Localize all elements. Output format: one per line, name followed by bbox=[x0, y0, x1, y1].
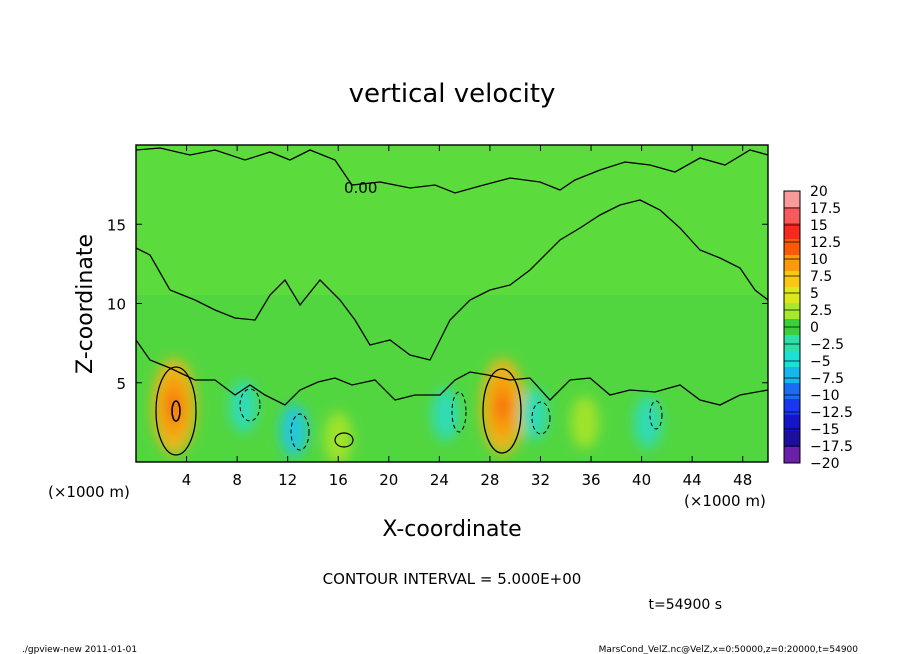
colorbar-label: 20 bbox=[810, 184, 828, 200]
contour-negative-3 bbox=[451, 391, 467, 433]
colorbar-swatch bbox=[784, 287, 800, 303]
colorbar-label: 12.5 bbox=[810, 235, 841, 251]
plot-area: 0.00 bbox=[136, 145, 768, 462]
downdraft-spot bbox=[633, 396, 662, 449]
colorbar: 2017.51512.5107.552.50−2.5−5−7.5−10−12.5… bbox=[783, 184, 853, 472]
colorbar-swatch bbox=[784, 207, 800, 223]
contour-zero-lower bbox=[136, 339, 768, 406]
x-tick-label: 8 bbox=[232, 471, 242, 489]
y-tick-label: 10 bbox=[107, 296, 126, 314]
x-tick-label: 20 bbox=[379, 471, 398, 489]
time-label: t=54900 s bbox=[649, 597, 723, 613]
chart-title: vertical velocity bbox=[349, 79, 556, 109]
colorbar-label: −15 bbox=[810, 422, 840, 438]
colorbar-label: 5 bbox=[810, 286, 819, 302]
contour-negative-5 bbox=[649, 400, 663, 430]
downdraft-spot bbox=[280, 404, 308, 457]
colorbar-swatch bbox=[784, 415, 800, 431]
contour-hotspot-left-outer bbox=[155, 366, 197, 456]
colorbar-swatch bbox=[784, 431, 800, 447]
contour-hotspot-center-outer bbox=[482, 368, 522, 454]
x-tick-label: 32 bbox=[531, 471, 550, 489]
field-shading bbox=[151, 358, 662, 462]
x-tick-label: 48 bbox=[733, 471, 752, 489]
footer-right: MarsCond_VelZ.nc@VelZ,x=0:50000,z=0:2000… bbox=[599, 645, 859, 654]
x-tick-label: 44 bbox=[683, 471, 702, 489]
colorbar-label: −5 bbox=[810, 354, 831, 370]
y-tick-label: 5 bbox=[116, 375, 126, 393]
updraft-peak bbox=[167, 392, 180, 421]
contour-negative-2 bbox=[290, 413, 310, 451]
downdraft-spot bbox=[431, 388, 460, 441]
contour-negative-4 bbox=[531, 401, 551, 435]
contour-interval-label: CONTOUR INTERVAL = 5.000E+00 bbox=[323, 570, 582, 588]
colorbar-label: −7.5 bbox=[810, 371, 844, 387]
colorbar-swatch bbox=[784, 255, 800, 271]
y-axis-label: Z-coordinate bbox=[73, 234, 98, 374]
colorbar-swatch bbox=[784, 335, 800, 351]
colorbar-label: −10 bbox=[810, 388, 840, 404]
x-tick-label: 16 bbox=[329, 471, 348, 489]
updraft-spot bbox=[324, 412, 353, 462]
x-axis: 4 8 12 16 20 24 28 32 36 40 44 48 bbox=[182, 145, 752, 489]
colorbar-swatch bbox=[784, 367, 800, 383]
colorbar-label: 15 bbox=[810, 218, 828, 234]
contour-zero-middle bbox=[136, 199, 768, 361]
footer-left: ./gpview-new 2011-01-01 bbox=[22, 645, 137, 654]
contour-zero-upper bbox=[136, 147, 768, 194]
x-axis-label: X-coordinate bbox=[382, 517, 521, 542]
colorbar-swatch bbox=[784, 191, 800, 207]
contour-lines bbox=[136, 147, 768, 456]
y-axis: 5 10 15 bbox=[107, 216, 768, 393]
updraft-spot bbox=[570, 396, 599, 449]
colorbar-swatch bbox=[784, 239, 800, 255]
colorbar-label: 2.5 bbox=[810, 303, 832, 319]
colorbar-swatch bbox=[784, 303, 800, 319]
x-unit-left: (×1000 m) bbox=[48, 483, 130, 501]
updraft-peak bbox=[496, 392, 509, 421]
downdraft-spot bbox=[229, 380, 258, 433]
contour-negative-1 bbox=[239, 388, 261, 422]
colorbar-swatch bbox=[784, 447, 800, 463]
colorbar-swatch bbox=[784, 223, 800, 239]
colorbar-label: −20 bbox=[810, 456, 840, 472]
colorbar-label: −2.5 bbox=[810, 337, 844, 353]
colorbar-label: 17.5 bbox=[810, 201, 841, 217]
y-tick-label: 15 bbox=[107, 216, 126, 234]
colorbar-label: 10 bbox=[810, 252, 828, 268]
colorbar-label: 0 bbox=[810, 320, 819, 336]
colorbar-swatch bbox=[784, 271, 800, 287]
colorbar-swatch bbox=[784, 351, 800, 367]
x-tick-label: 36 bbox=[581, 471, 600, 489]
x-tick-label: 4 bbox=[182, 471, 192, 489]
contour-hotspot-left-inner bbox=[171, 400, 181, 422]
colorbar-label: −12.5 bbox=[810, 405, 853, 421]
x-tick-label: 40 bbox=[632, 471, 651, 489]
x-tick-label: 24 bbox=[430, 471, 449, 489]
x-tick-label: 28 bbox=[480, 471, 499, 489]
colorbar-swatch bbox=[784, 399, 800, 415]
upper-band bbox=[136, 145, 768, 295]
x-tick-label: 12 bbox=[278, 471, 297, 489]
colorbar-label: −17.5 bbox=[810, 439, 853, 455]
contour-label: 0.00 bbox=[344, 179, 377, 197]
x-unit-right: (×1000 m) bbox=[684, 492, 766, 510]
contour-small-loop bbox=[334, 432, 354, 448]
colorbar-label: 7.5 bbox=[810, 269, 832, 285]
colorbar-swatch bbox=[784, 383, 800, 399]
downdraft-spot bbox=[520, 388, 549, 441]
